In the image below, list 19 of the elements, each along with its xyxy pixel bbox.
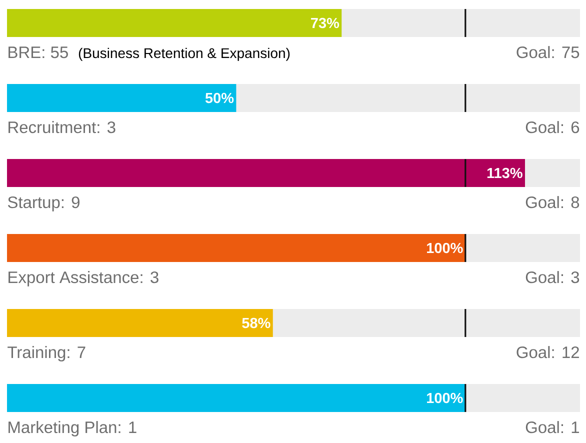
text: Goal: 1 [526,421,579,434]
y-tick-label: Marketing Plan: 1 [8,421,136,436]
y-tick-label: Training: 7 [8,346,86,362]
annotation: Goal: 12 [516,346,579,358]
annotation: (Business Retention & Expansion) [78,48,290,61]
data-label: 100% [427,392,463,404]
y-tick-label: BRE: 55 [8,46,68,58]
data-label: 113% [487,168,522,178]
annotation: Goal: 75 [516,46,580,58]
data-label: 73% [311,18,340,28]
y-tick-label: Recruitment: 3 [8,121,116,134]
data-label: 58% [242,318,270,328]
y-tick-label: Startup: 9 [8,196,80,212]
annotation: Goal: 6 [526,121,580,134]
y-tick-label: Export Assistance: 3 [8,271,158,286]
data-label: 50% [205,92,234,104]
data-label: 100% [427,242,463,254]
annotation: Goal: 3 [526,271,580,284]
annotation: Goal: 8 [526,196,580,208]
